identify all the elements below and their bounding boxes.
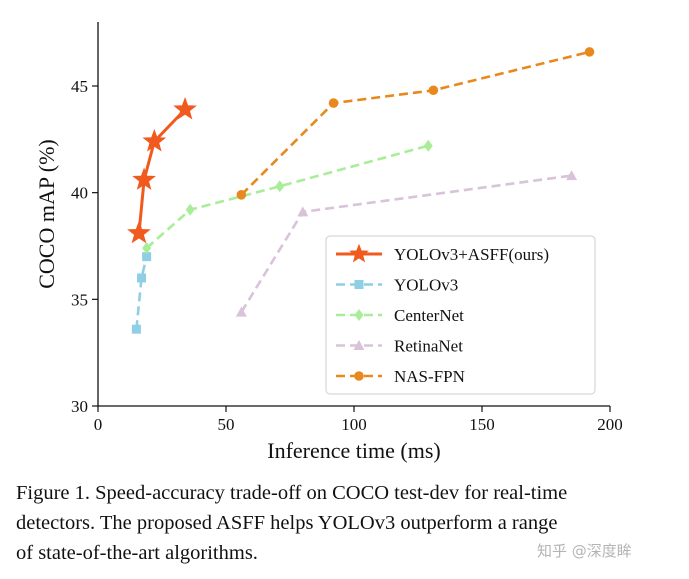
legend-label: RetinaNet (394, 337, 463, 356)
series-yolov3-asff-ours (127, 97, 197, 244)
y-tick-label: 45 (71, 77, 88, 96)
legend-marker (353, 340, 365, 350)
series-nas-fpn (236, 47, 595, 200)
series-retinanet (235, 170, 578, 317)
series-line-nas-fpn (240, 50, 590, 196)
data-point-centernet (185, 203, 195, 216)
series-line-centernet (145, 144, 429, 250)
legend-marker (349, 243, 369, 263)
legend-label: NAS-FPN (394, 367, 465, 386)
x-tick-label: 100 (341, 415, 367, 434)
series-line-yolov3 (135, 256, 148, 330)
data-point-nas-fpn (584, 47, 595, 57)
data-point-nas-fpn (328, 98, 339, 108)
legend-marker (354, 371, 364, 381)
y-tick-label: 30 (71, 397, 88, 416)
data-point-centernet (423, 139, 433, 152)
legend-marker (354, 280, 364, 289)
data-point-yolov3-asff-ours (142, 129, 167, 152)
y-tick-label: 40 (71, 184, 88, 203)
legend-marker (354, 309, 364, 321)
x-tick-label: 50 (218, 415, 235, 434)
x-axis-label: Inference time (ms) (267, 438, 440, 463)
series-layer (127, 47, 595, 334)
legend-label: YOLOv3 (394, 276, 458, 295)
data-point-retinanet (297, 206, 309, 217)
legend-label: YOLOv3+ASFF(ours) (394, 245, 549, 264)
x-tick-label: 200 (597, 415, 623, 434)
data-point-yolov3-asff-ours (127, 220, 151, 244)
figure-caption: Figure 1. Speed-accuracy trade-off on CO… (16, 482, 568, 564)
y-tick-label: 35 (71, 290, 88, 309)
data-point-yolov3 (142, 252, 152, 262)
series-centernet (142, 139, 433, 255)
legend-label: CenterNet (394, 306, 464, 325)
legend-box (325, 235, 596, 395)
x-tick-label: 150 (469, 415, 495, 434)
axes: 0 50 100 150 200 30 35 40 45 (71, 22, 623, 434)
x-tick-label: 0 (94, 415, 103, 434)
watermark: 知乎 @深度眸 (537, 542, 632, 560)
data-point-retinanet (235, 306, 247, 317)
data-point-centernet (142, 242, 152, 255)
data-point-centernet (275, 180, 285, 193)
data-point-yolov3 (137, 273, 147, 283)
series-line-yolov3-asff-ours (137, 108, 187, 234)
data-point-nas-fpn (428, 85, 439, 96)
data-point-yolov3 (131, 324, 141, 334)
data-point-retinanet (566, 170, 578, 181)
data-point-yolov3-asff-ours (132, 167, 156, 190)
data-point-nas-fpn (236, 190, 247, 200)
legend: YOLOv3+ASFF(ours) YOLOv3 CenterNet RetinaNe… (325, 235, 596, 395)
data-point-yolov3-asff-ours (173, 97, 197, 120)
y-axis-label: COCO mAP (%) (34, 139, 59, 289)
series-yolov3 (131, 252, 152, 334)
